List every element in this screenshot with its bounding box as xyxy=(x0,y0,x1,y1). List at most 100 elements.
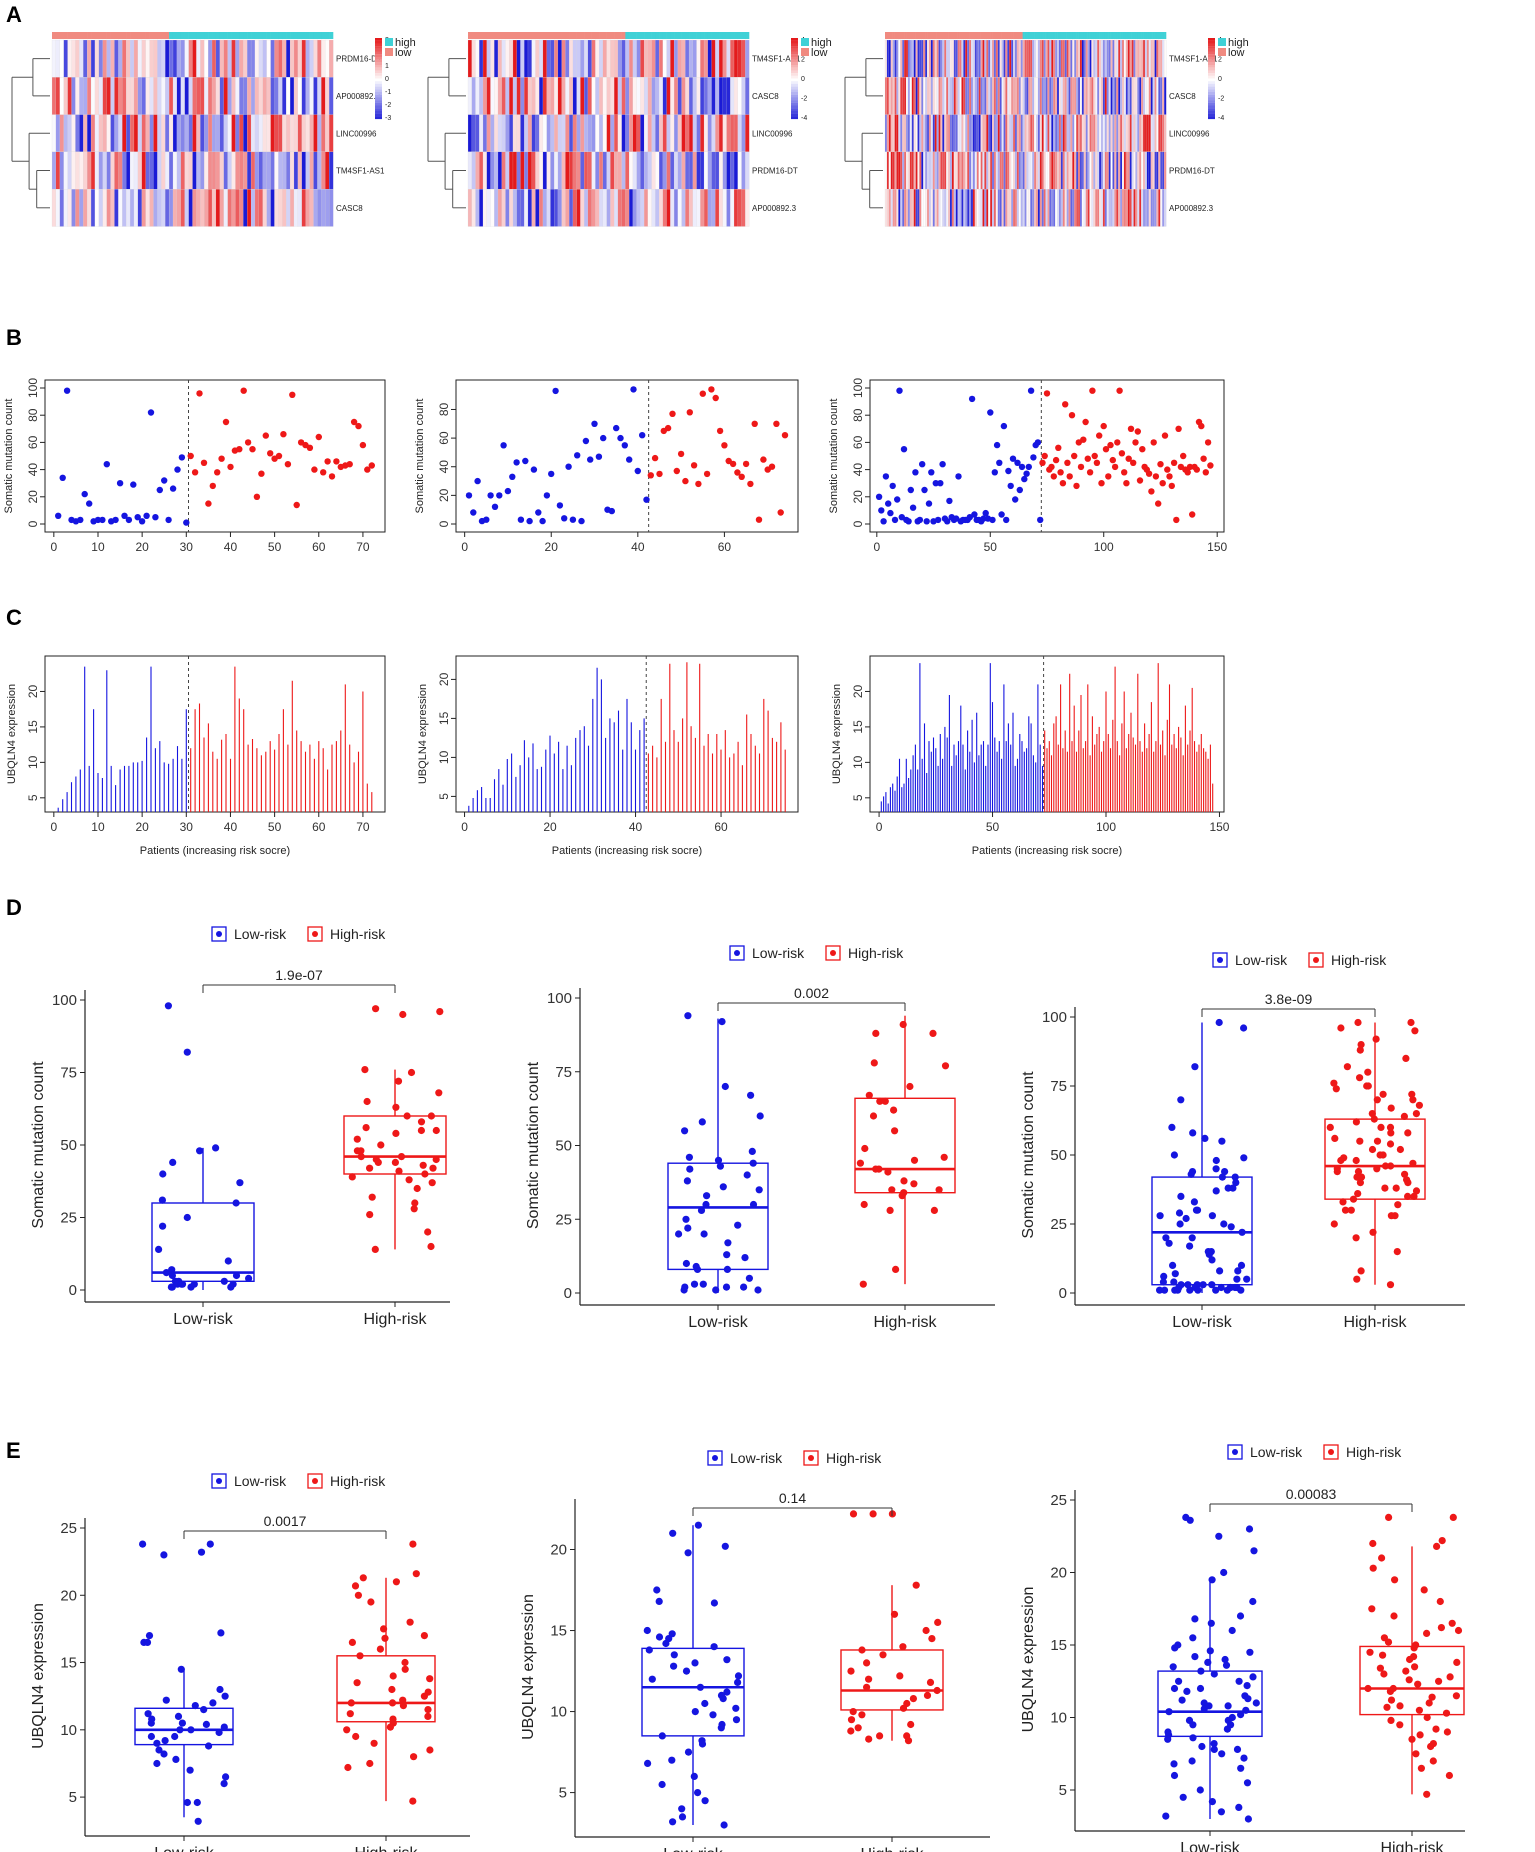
low-risk-point xyxy=(749,1159,757,1167)
annotation-cell xyxy=(1081,32,1085,39)
annotation-cell xyxy=(200,32,205,39)
high-risk-point xyxy=(1366,1648,1374,1656)
gene-label: CASC8 xyxy=(752,92,779,101)
heatmap-cell xyxy=(204,39,209,78)
annotation-cell xyxy=(1020,32,1023,39)
heatmap-cell xyxy=(90,151,96,190)
heatmap-cell xyxy=(184,151,189,190)
low-risk-point xyxy=(928,469,935,476)
heatmap-cell xyxy=(681,151,686,190)
heatmap-cell xyxy=(231,189,236,227)
heatmap-cell xyxy=(313,151,318,190)
high-risk-point xyxy=(1052,456,1060,464)
low-risk-point xyxy=(740,1283,748,1291)
heatmap-cell xyxy=(87,114,92,152)
heatmap-cell xyxy=(587,77,593,115)
legend-low-swatch xyxy=(707,1450,723,1466)
annotation-cell xyxy=(957,32,960,39)
high-risk-point xyxy=(1086,469,1094,476)
heatmap-cell xyxy=(301,77,307,115)
low-risk-point xyxy=(748,1147,756,1155)
high-risk-point xyxy=(1207,462,1214,469)
heatmap-cell xyxy=(673,151,679,190)
heatmap-cell xyxy=(542,151,548,190)
annotation-cell xyxy=(118,32,123,39)
scale-segment xyxy=(1208,97,1215,101)
high-risk-point xyxy=(929,1029,937,1037)
low-risk-point xyxy=(937,480,944,487)
high-risk-point xyxy=(890,1610,899,1618)
heatmap-cell xyxy=(662,189,667,227)
annotation-cell xyxy=(1047,32,1050,39)
heatmap-cell xyxy=(542,114,548,152)
high-risk-point xyxy=(1386,1123,1395,1131)
y-tick-label: 5 xyxy=(437,793,451,800)
high-risk-point xyxy=(1148,488,1155,495)
panel-label-a: A xyxy=(6,2,22,27)
annotation-cell xyxy=(734,32,739,39)
heatmap-cell xyxy=(313,114,318,152)
low-risk-point xyxy=(530,466,538,473)
low-risk-point xyxy=(880,518,887,525)
legend-high-dot xyxy=(830,950,836,956)
heatmap-cell xyxy=(745,77,750,115)
heatmap-cell xyxy=(55,114,61,152)
heatmap-cell xyxy=(137,77,143,115)
low-risk-point xyxy=(1177,1192,1185,1200)
high-risk-point xyxy=(218,455,225,462)
annotation-cell xyxy=(52,32,57,39)
low-risk-point xyxy=(227,1283,235,1291)
annotation-cell xyxy=(254,32,260,39)
low-risk-point xyxy=(700,1230,708,1238)
scale-tick: 0 xyxy=(1218,76,1222,83)
high-risk-point xyxy=(420,1632,428,1640)
annotation-cell xyxy=(497,32,503,39)
heatmap-cell xyxy=(168,151,174,190)
heatmap-cell xyxy=(539,151,544,190)
low-risk-point xyxy=(1169,1261,1177,1269)
heatmap-cell xyxy=(572,151,578,190)
heatmap-cell xyxy=(501,39,506,78)
heatmap-cell xyxy=(685,189,690,227)
heatmap-cell xyxy=(231,77,236,115)
annotation-cell xyxy=(1150,32,1153,39)
high-risk-point xyxy=(1193,466,1201,473)
annotation-cell xyxy=(1125,32,1129,39)
high-risk-point xyxy=(1402,1054,1410,1062)
annotation-cell xyxy=(1024,32,1027,39)
heatmap-cell xyxy=(293,77,299,115)
y-axis-label: Somatic mutation count xyxy=(3,399,15,514)
high-risk-point xyxy=(347,1699,355,1707)
heatmap-cell xyxy=(305,114,310,152)
low-risk-point xyxy=(681,1127,689,1135)
panel-label-d: D xyxy=(6,895,22,920)
heatmap-cell xyxy=(700,39,705,78)
annotation-cell xyxy=(1162,32,1165,39)
high-risk-point xyxy=(350,418,358,426)
scale-tick: 0 xyxy=(801,76,805,83)
high-risk-point xyxy=(359,441,367,449)
annotation-cell xyxy=(967,32,970,39)
high-risk-point xyxy=(899,1704,908,1712)
low-risk-point xyxy=(690,1772,698,1780)
heatmap-cell xyxy=(610,189,615,227)
heatmap-cell xyxy=(647,77,652,115)
heatmap-cell xyxy=(580,77,585,115)
heatmap-cell xyxy=(497,77,503,115)
heatmap-cell xyxy=(662,77,667,115)
heatmap-cell xyxy=(730,114,735,152)
low-risk-point xyxy=(1250,1547,1258,1555)
p-value: 0.14 xyxy=(779,1490,806,1506)
scale-segment xyxy=(791,83,798,87)
heatmap-cell xyxy=(223,114,229,152)
high-risk-point xyxy=(1370,1115,1378,1123)
x-tick-label: 50 xyxy=(268,540,282,554)
high-risk-point xyxy=(768,463,776,470)
plot-frame xyxy=(869,379,1225,533)
annotation-cell xyxy=(904,32,907,39)
annotation-cell xyxy=(1099,32,1102,39)
annotation-cell xyxy=(309,32,314,39)
high-risk-point xyxy=(1130,459,1137,466)
low-risk-point xyxy=(591,420,598,427)
